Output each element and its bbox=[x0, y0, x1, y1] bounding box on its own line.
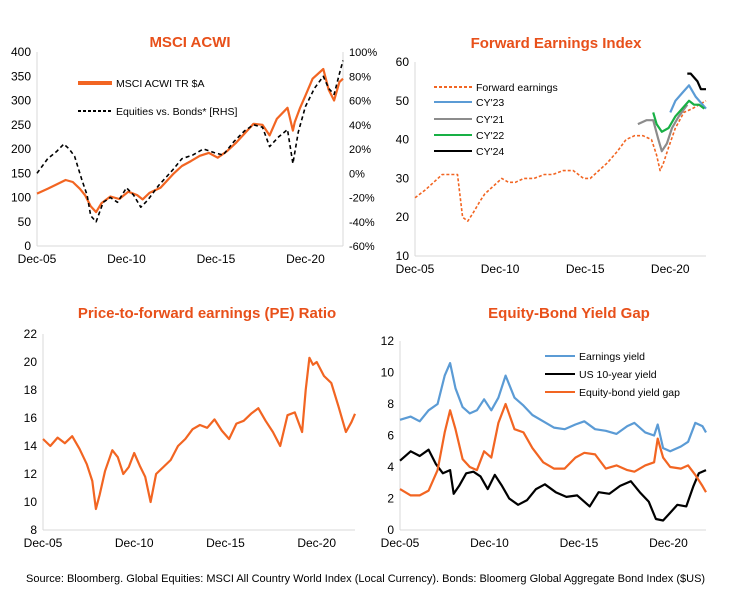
y-tick-label: 200 bbox=[11, 142, 31, 156]
x-tick-label: Dec-05 bbox=[381, 536, 420, 550]
y-tick-label: 0 bbox=[387, 523, 394, 537]
y-tick-label: 10 bbox=[396, 249, 410, 263]
series-line bbox=[399, 362, 707, 453]
source-note: Source: Bloomberg. Global Equities: MSCI… bbox=[26, 573, 706, 585]
x-tick-label: Dec-10 bbox=[107, 252, 146, 266]
x-tick-label: Dec-20 bbox=[649, 536, 688, 550]
y-tick-label: 12 bbox=[381, 334, 395, 348]
y-tick-label: 6 bbox=[387, 429, 394, 443]
y2-tick-label: 40% bbox=[349, 120, 371, 132]
series-line bbox=[399, 402, 707, 497]
y-tick-label: 30 bbox=[396, 171, 410, 185]
x-tick-label: Dec-15 bbox=[206, 536, 245, 550]
y-tick-label: 22 bbox=[24, 327, 38, 341]
x-tick-label: Dec-10 bbox=[481, 262, 520, 276]
y-tick-label: 400 bbox=[11, 45, 31, 59]
chart-grid: MSCI ACWI050100150200250300350400-60%-40… bbox=[11, 34, 707, 550]
x-tick-label: Dec-20 bbox=[286, 252, 325, 266]
series-line bbox=[42, 356, 357, 511]
y-tick-label: 0 bbox=[24, 239, 31, 253]
y-tick-label: 8 bbox=[387, 397, 394, 411]
x-tick-label: Dec-05 bbox=[396, 262, 435, 276]
chart-4: Equity-Bond Yield Gap 0 2 4 6 8 10 12 Dec-05 Dec-… bbox=[381, 305, 707, 550]
series-line bbox=[36, 60, 344, 223]
x-tick-label: Dec-10 bbox=[470, 536, 509, 550]
y-tick-label: 10 bbox=[381, 366, 395, 380]
x-tick-label: Dec-15 bbox=[566, 262, 605, 276]
chart-3: Price-to-forward earnings (PE) Ratio 8 10 1… bbox=[24, 305, 357, 550]
y-tick-label: 250 bbox=[11, 118, 31, 132]
chart-title: Price-to-forward earnings (PE) Ratio bbox=[78, 305, 336, 322]
y-tick-label: 12 bbox=[24, 467, 38, 481]
legend-label: CY'23 bbox=[476, 97, 504, 109]
y-tick-label: 2 bbox=[387, 492, 394, 506]
x-tick-label: Dec-20 bbox=[297, 536, 336, 550]
x-tick-label: Dec-05 bbox=[18, 252, 57, 266]
chart-2: Forward Earnings Index 10 20 30 40 50 60 Dec-05… bbox=[396, 35, 707, 276]
legend-label: Equities vs. Bonds* [RHS] bbox=[116, 106, 237, 118]
y-tick-label: 20 bbox=[24, 355, 38, 369]
series-line bbox=[36, 67, 344, 214]
y2-tick-label: -20% bbox=[349, 193, 375, 205]
chart-title: Equity-Bond Yield Gap bbox=[488, 305, 650, 322]
chart-1: MSCI ACWI 0 50 100 150 200 250 300 350 400 -60% -40… bbox=[11, 34, 377, 266]
legend: Earnings yield US 10-year yield Equity-bon… bbox=[545, 351, 680, 399]
y-tick-label: 40 bbox=[396, 133, 410, 147]
x-tick-label: Dec-15 bbox=[197, 252, 236, 266]
y2-tick-label: -60% bbox=[349, 241, 375, 253]
y2-tick-label: -40% bbox=[349, 217, 375, 229]
y-tick-label: 150 bbox=[11, 166, 31, 180]
y-tick-label: 300 bbox=[11, 94, 31, 108]
y2-tick-label: 20% bbox=[349, 144, 371, 156]
y-tick-label: 50 bbox=[396, 94, 410, 108]
x-tick-label: Dec-05 bbox=[24, 536, 63, 550]
y-tick-label: 10 bbox=[24, 495, 38, 509]
legend-label: MSCI ACWI TR $A bbox=[116, 78, 205, 90]
y-tick-label: 350 bbox=[11, 69, 31, 83]
y-tick-label: 20 bbox=[396, 210, 410, 224]
series-line bbox=[652, 99, 705, 133]
y-tick-label: 16 bbox=[24, 411, 38, 425]
x-tick-label: Dec-20 bbox=[651, 262, 690, 276]
y2-tick-label: 0% bbox=[349, 168, 365, 180]
y2-tick-label: 80% bbox=[349, 71, 371, 83]
series-line bbox=[637, 104, 689, 153]
legend-label: CY'22 bbox=[476, 130, 504, 142]
y-tick-label: 14 bbox=[24, 439, 38, 453]
legend: Forward earnings CY'23 CY'21 CY'22 CY'24 bbox=[434, 82, 558, 158]
chart-title: MSCI ACWI bbox=[149, 34, 230, 51]
series-line bbox=[669, 84, 707, 113]
y-tick-label: 50 bbox=[18, 215, 32, 229]
y-tick-label: 60 bbox=[396, 55, 410, 69]
legend-label: US 10-year yield bbox=[579, 369, 657, 381]
legend-label: Earnings yield bbox=[579, 351, 645, 363]
legend-label: Forward earnings bbox=[476, 82, 558, 94]
chart-title: Forward Earnings Index bbox=[471, 35, 643, 52]
y2-tick-label: 100% bbox=[349, 47, 377, 59]
y-tick-label: 18 bbox=[24, 383, 38, 397]
legend-label: Equity-bond yield gap bbox=[579, 387, 680, 399]
legend-label: CY'21 bbox=[476, 114, 504, 126]
legend-label: CY'24 bbox=[476, 146, 504, 158]
x-tick-label: Dec-10 bbox=[115, 536, 154, 550]
y-tick-label: 8 bbox=[30, 523, 37, 537]
series-line bbox=[414, 100, 707, 222]
series-line bbox=[399, 448, 707, 522]
y-tick-label: 4 bbox=[387, 460, 394, 474]
x-tick-label: Dec-15 bbox=[560, 536, 599, 550]
series-line bbox=[687, 72, 706, 91]
legend: MSCI ACWI TR $A Equities vs. Bonds* [RHS] bbox=[78, 78, 237, 118]
y2-tick-label: 60% bbox=[349, 96, 371, 108]
y-tick-label: 100 bbox=[11, 191, 31, 205]
